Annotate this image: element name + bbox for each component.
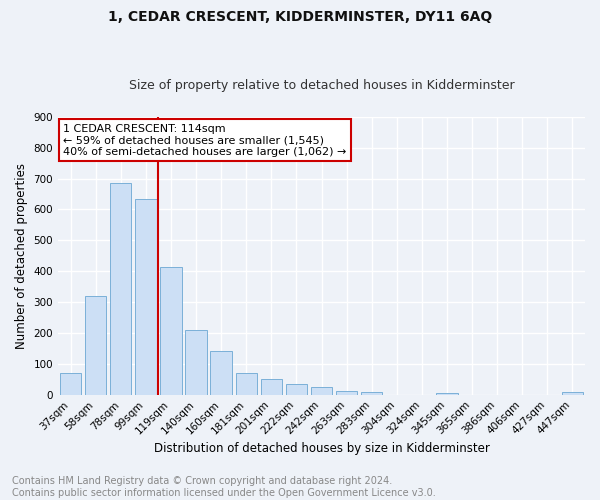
- Bar: [85, 296, 106, 394]
- Title: Size of property relative to detached houses in Kidderminster: Size of property relative to detached ho…: [129, 79, 514, 92]
- Bar: [260, 380, 282, 394]
- Bar: [160, 266, 182, 394]
- Bar: [361, 392, 382, 394]
- Bar: [286, 384, 307, 394]
- Bar: [436, 392, 458, 394]
- Bar: [562, 392, 583, 394]
- Text: 1, CEDAR CRESCENT, KIDDERMINSTER, DY11 6AQ: 1, CEDAR CRESCENT, KIDDERMINSTER, DY11 6…: [108, 10, 492, 24]
- Text: 1 CEDAR CRESCENT: 114sqm
← 59% of detached houses are smaller (1,545)
40% of sem: 1 CEDAR CRESCENT: 114sqm ← 59% of detach…: [64, 124, 347, 157]
- Bar: [211, 352, 232, 395]
- Bar: [236, 373, 257, 394]
- Bar: [311, 387, 332, 394]
- Bar: [135, 198, 157, 394]
- Bar: [110, 183, 131, 394]
- Bar: [60, 373, 81, 394]
- Bar: [336, 391, 357, 394]
- Bar: [185, 330, 207, 394]
- X-axis label: Distribution of detached houses by size in Kidderminster: Distribution of detached houses by size …: [154, 442, 490, 455]
- Text: Contains HM Land Registry data © Crown copyright and database right 2024.
Contai: Contains HM Land Registry data © Crown c…: [12, 476, 436, 498]
- Y-axis label: Number of detached properties: Number of detached properties: [15, 163, 28, 349]
